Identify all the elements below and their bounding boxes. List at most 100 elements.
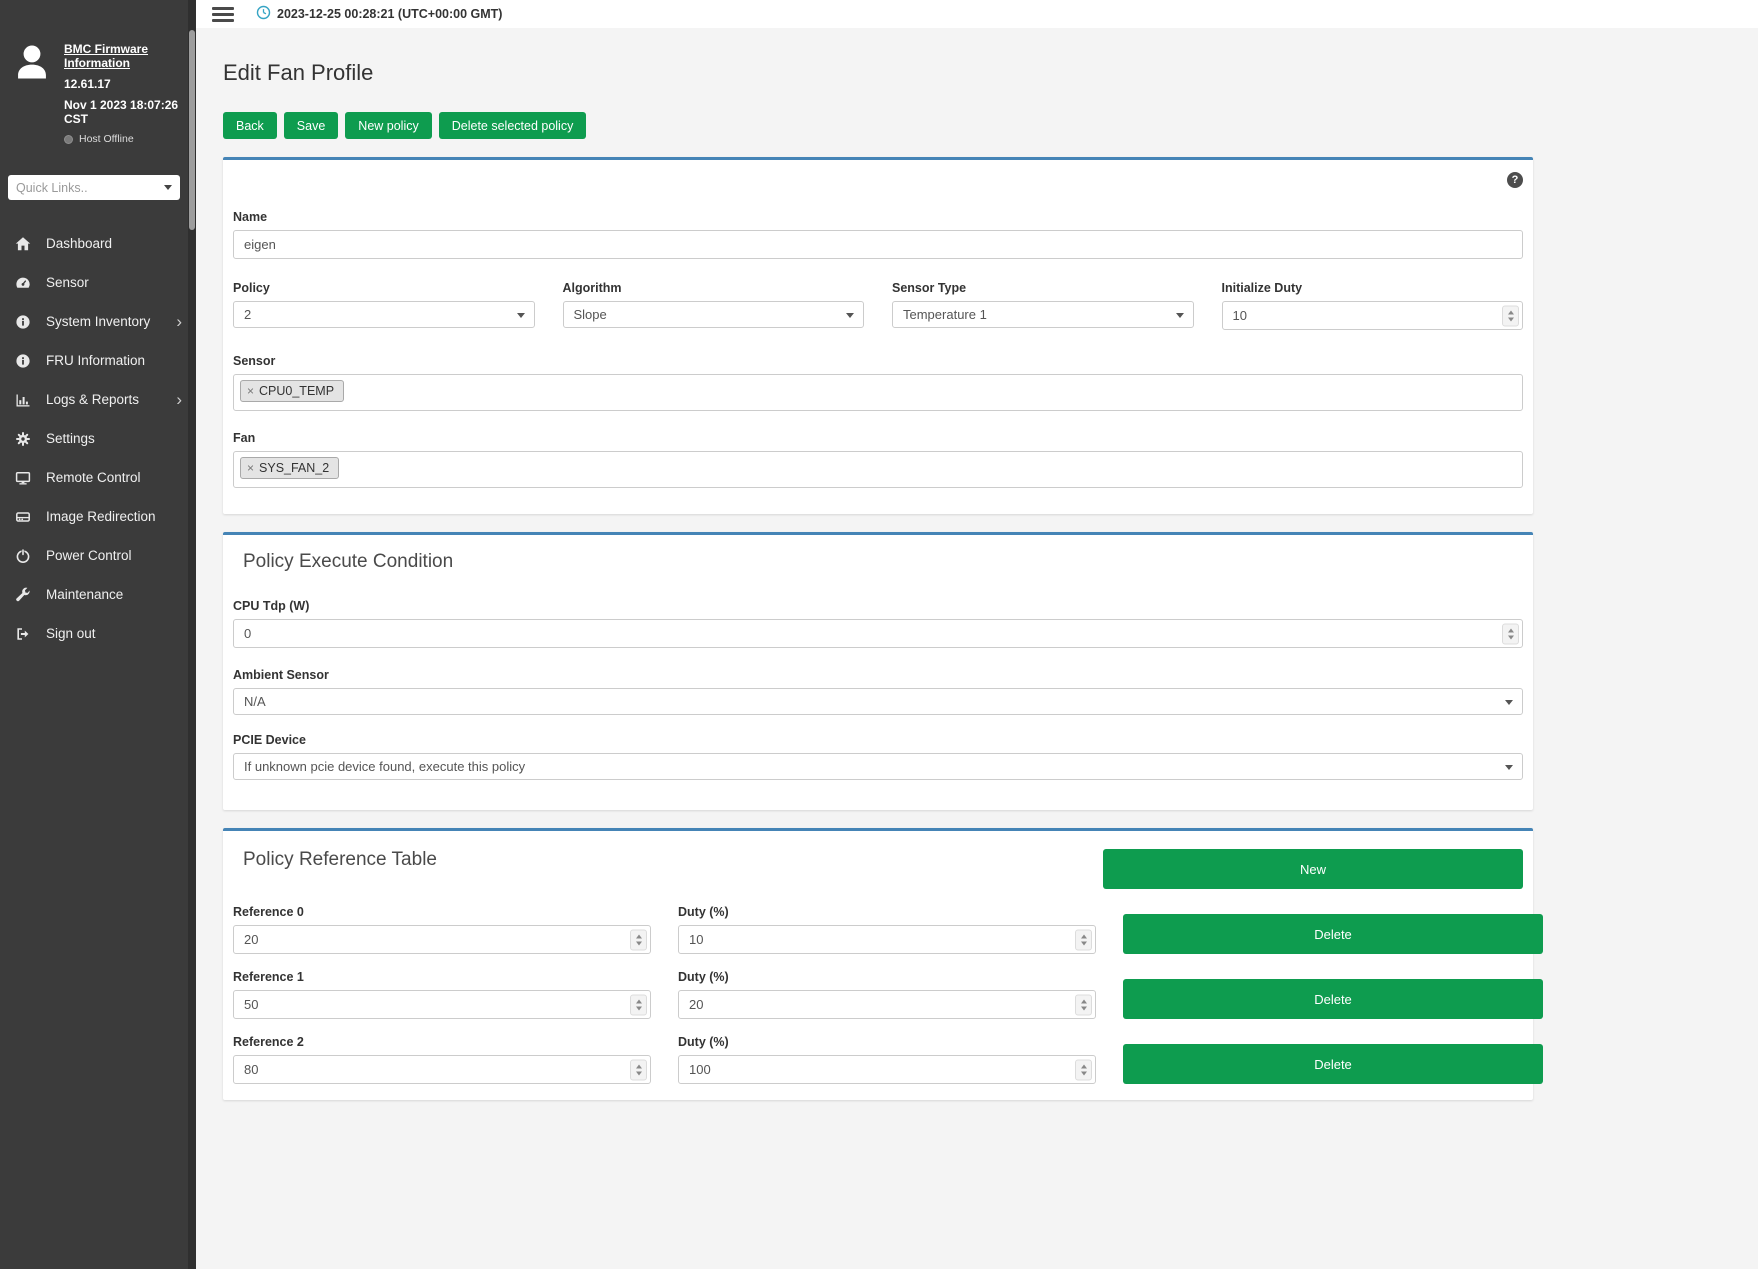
sidebar-item-label: Sign out bbox=[46, 626, 96, 641]
bmc-firmware-information-link[interactable]: BMC Firmware Information bbox=[64, 42, 149, 70]
sensor-type-select[interactable]: Temperature 1 bbox=[892, 301, 1194, 328]
name-label: Name bbox=[233, 210, 268, 224]
remove-tag-icon[interactable] bbox=[247, 384, 254, 398]
fan-label: Fan bbox=[233, 431, 256, 445]
number-stepper[interactable] bbox=[1075, 994, 1092, 1015]
new-policy-button[interactable]: New policy bbox=[345, 112, 432, 139]
number-stepper[interactable] bbox=[630, 929, 647, 950]
topbar-datetime: 2023-12-25 00:28:21 (UTC+00:00 GMT) bbox=[256, 5, 502, 23]
sidebar: BMC Firmware Information 12.61.17 Nov 1 … bbox=[0, 0, 196, 1269]
fan-profile-card: ? Name Policy 2 Algorithm Slope bbox=[223, 157, 1533, 514]
chevron-right-icon bbox=[176, 391, 182, 408]
policy-selected-value: 2 bbox=[244, 307, 252, 322]
gear-icon bbox=[14, 431, 32, 447]
number-stepper[interactable] bbox=[1075, 929, 1092, 950]
sidebar-item-fru-information[interactable]: FRU Information bbox=[0, 341, 196, 380]
sensor-label: Sensor bbox=[233, 354, 276, 368]
firmware-date: Nov 1 2023 18:07:26 CST bbox=[64, 98, 179, 126]
delete-reference-button[interactable]: Delete bbox=[1123, 979, 1543, 1019]
sidebar-item-settings[interactable]: Settings bbox=[0, 419, 196, 458]
sidebar-item-logs-reports[interactable]: Logs & Reports bbox=[0, 380, 196, 419]
sidebar-item-label: Dashboard bbox=[46, 236, 113, 251]
pcie-device-label: PCIE Device bbox=[233, 733, 306, 747]
topbar: 2023-12-25 00:28:21 (UTC+00:00 GMT) bbox=[196, 0, 1758, 28]
drive-icon bbox=[14, 509, 32, 525]
sidebar-item-power-control[interactable]: Power Control bbox=[0, 536, 196, 575]
pcie-device-selected-value: If unknown pcie device found, execute th… bbox=[244, 759, 526, 774]
policy-execute-condition-card: Policy Execute Condition CPU Tdp (W) Amb… bbox=[223, 532, 1533, 810]
sidebar-scrollbar-thumb[interactable] bbox=[189, 30, 195, 230]
delete-reference-button[interactable]: Delete bbox=[1123, 914, 1543, 954]
ambient-sensor-select[interactable]: N/A bbox=[233, 688, 1523, 715]
delete-reference-button[interactable]: Delete bbox=[1123, 1044, 1543, 1084]
sidebar-item-sensor[interactable]: Sensor bbox=[0, 263, 196, 302]
chevron-down-icon bbox=[1505, 765, 1513, 770]
initialize-duty-input[interactable] bbox=[1221, 301, 1523, 330]
delete-selected-policy-button[interactable]: Delete selected policy bbox=[438, 112, 587, 139]
reference-input[interactable] bbox=[233, 990, 651, 1019]
sign-out-icon bbox=[14, 626, 32, 642]
sidebar-item-label: Remote Control bbox=[46, 470, 141, 485]
ambient-sensor-label: Ambient Sensor bbox=[233, 668, 329, 682]
reference-row: Reference 2 Duty (%) Delete bbox=[233, 1035, 1543, 1084]
quick-links-dropdown[interactable]: Quick Links.. bbox=[8, 175, 180, 200]
sidebar-item-label: Maintenance bbox=[46, 587, 124, 602]
reference-input[interactable] bbox=[233, 925, 651, 954]
sidebar-item-image-redirection[interactable]: Image Redirection bbox=[0, 497, 196, 536]
algorithm-select[interactable]: Slope bbox=[562, 301, 864, 328]
sidebar-item-label: FRU Information bbox=[46, 353, 146, 368]
host-status-label: Host Offline bbox=[79, 133, 134, 145]
policy-execute-condition-heading: Policy Execute Condition bbox=[243, 551, 454, 572]
number-stepper[interactable] bbox=[630, 1059, 647, 1080]
remove-tag-icon[interactable] bbox=[247, 461, 254, 475]
host-status-dot-icon bbox=[64, 134, 73, 144]
sidebar-item-sign-out[interactable]: Sign out bbox=[0, 614, 196, 653]
reference-label: Reference 0 bbox=[233, 905, 304, 919]
cpu-tdp-input[interactable] bbox=[233, 619, 1523, 648]
number-stepper[interactable] bbox=[1502, 623, 1519, 644]
help-icon[interactable]: ? bbox=[1507, 172, 1523, 188]
bar-chart-icon bbox=[14, 392, 32, 408]
sidebar-item-system-inventory[interactable]: System Inventory bbox=[0, 302, 196, 341]
sidebar-scrollbar[interactable] bbox=[188, 0, 196, 1269]
fan-tag-input[interactable]: SYS_FAN_2 bbox=[233, 451, 1523, 488]
info-circle-icon bbox=[14, 353, 32, 369]
duty-label: Duty (%) bbox=[678, 970, 729, 984]
save-button[interactable]: Save bbox=[283, 112, 339, 139]
reference-label: Reference 1 bbox=[233, 970, 304, 984]
new-reference-button[interactable]: New bbox=[1103, 849, 1523, 889]
chevron-right-icon bbox=[176, 313, 182, 330]
monitor-icon bbox=[14, 470, 32, 486]
chevron-down-icon bbox=[1505, 700, 1513, 705]
fan-tag: SYS_FAN_2 bbox=[240, 457, 340, 479]
sidebar-item-maintenance[interactable]: Maintenance bbox=[0, 575, 196, 614]
name-input[interactable] bbox=[233, 230, 1523, 259]
sensor-type-selected-value: Temperature 1 bbox=[903, 307, 987, 322]
sidebar-item-dashboard[interactable]: Dashboard bbox=[0, 224, 196, 263]
datetime-text: 2023-12-25 00:28:21 (UTC+00:00 GMT) bbox=[277, 7, 503, 21]
policy-select[interactable]: 2 bbox=[233, 301, 535, 328]
home-icon bbox=[14, 236, 32, 252]
back-button[interactable]: Back bbox=[223, 112, 277, 139]
policy-reference-table-heading: Policy Reference Table bbox=[243, 849, 437, 870]
clock-icon bbox=[256, 5, 271, 23]
number-stepper[interactable] bbox=[1502, 305, 1519, 326]
pcie-device-select[interactable]: If unknown pcie device found, execute th… bbox=[233, 753, 1523, 780]
reference-input[interactable] bbox=[233, 1055, 651, 1084]
chevron-down-icon bbox=[516, 313, 525, 318]
duty-label: Duty (%) bbox=[678, 1035, 729, 1049]
sensor-tag-label: CPU0_TEMP bbox=[259, 384, 335, 398]
number-stepper[interactable] bbox=[1075, 1059, 1092, 1080]
sensor-tag-input[interactable]: CPU0_TEMP bbox=[233, 374, 1523, 411]
gauge-icon bbox=[14, 275, 32, 291]
sensor-type-label: Sensor Type bbox=[892, 281, 967, 295]
duty-input[interactable] bbox=[678, 925, 1096, 954]
initialize-duty-label: Initialize Duty bbox=[1221, 281, 1303, 295]
duty-input[interactable] bbox=[678, 1055, 1096, 1084]
sidebar-item-label: Image Redirection bbox=[46, 509, 156, 524]
duty-input[interactable] bbox=[678, 990, 1096, 1019]
number-stepper[interactable] bbox=[630, 994, 647, 1015]
hamburger-menu-icon[interactable] bbox=[212, 4, 234, 25]
sidebar-item-remote-control[interactable]: Remote Control bbox=[0, 458, 196, 497]
policy-reference-table-card: Policy Reference Table New Reference 0 D… bbox=[223, 828, 1543, 1100]
